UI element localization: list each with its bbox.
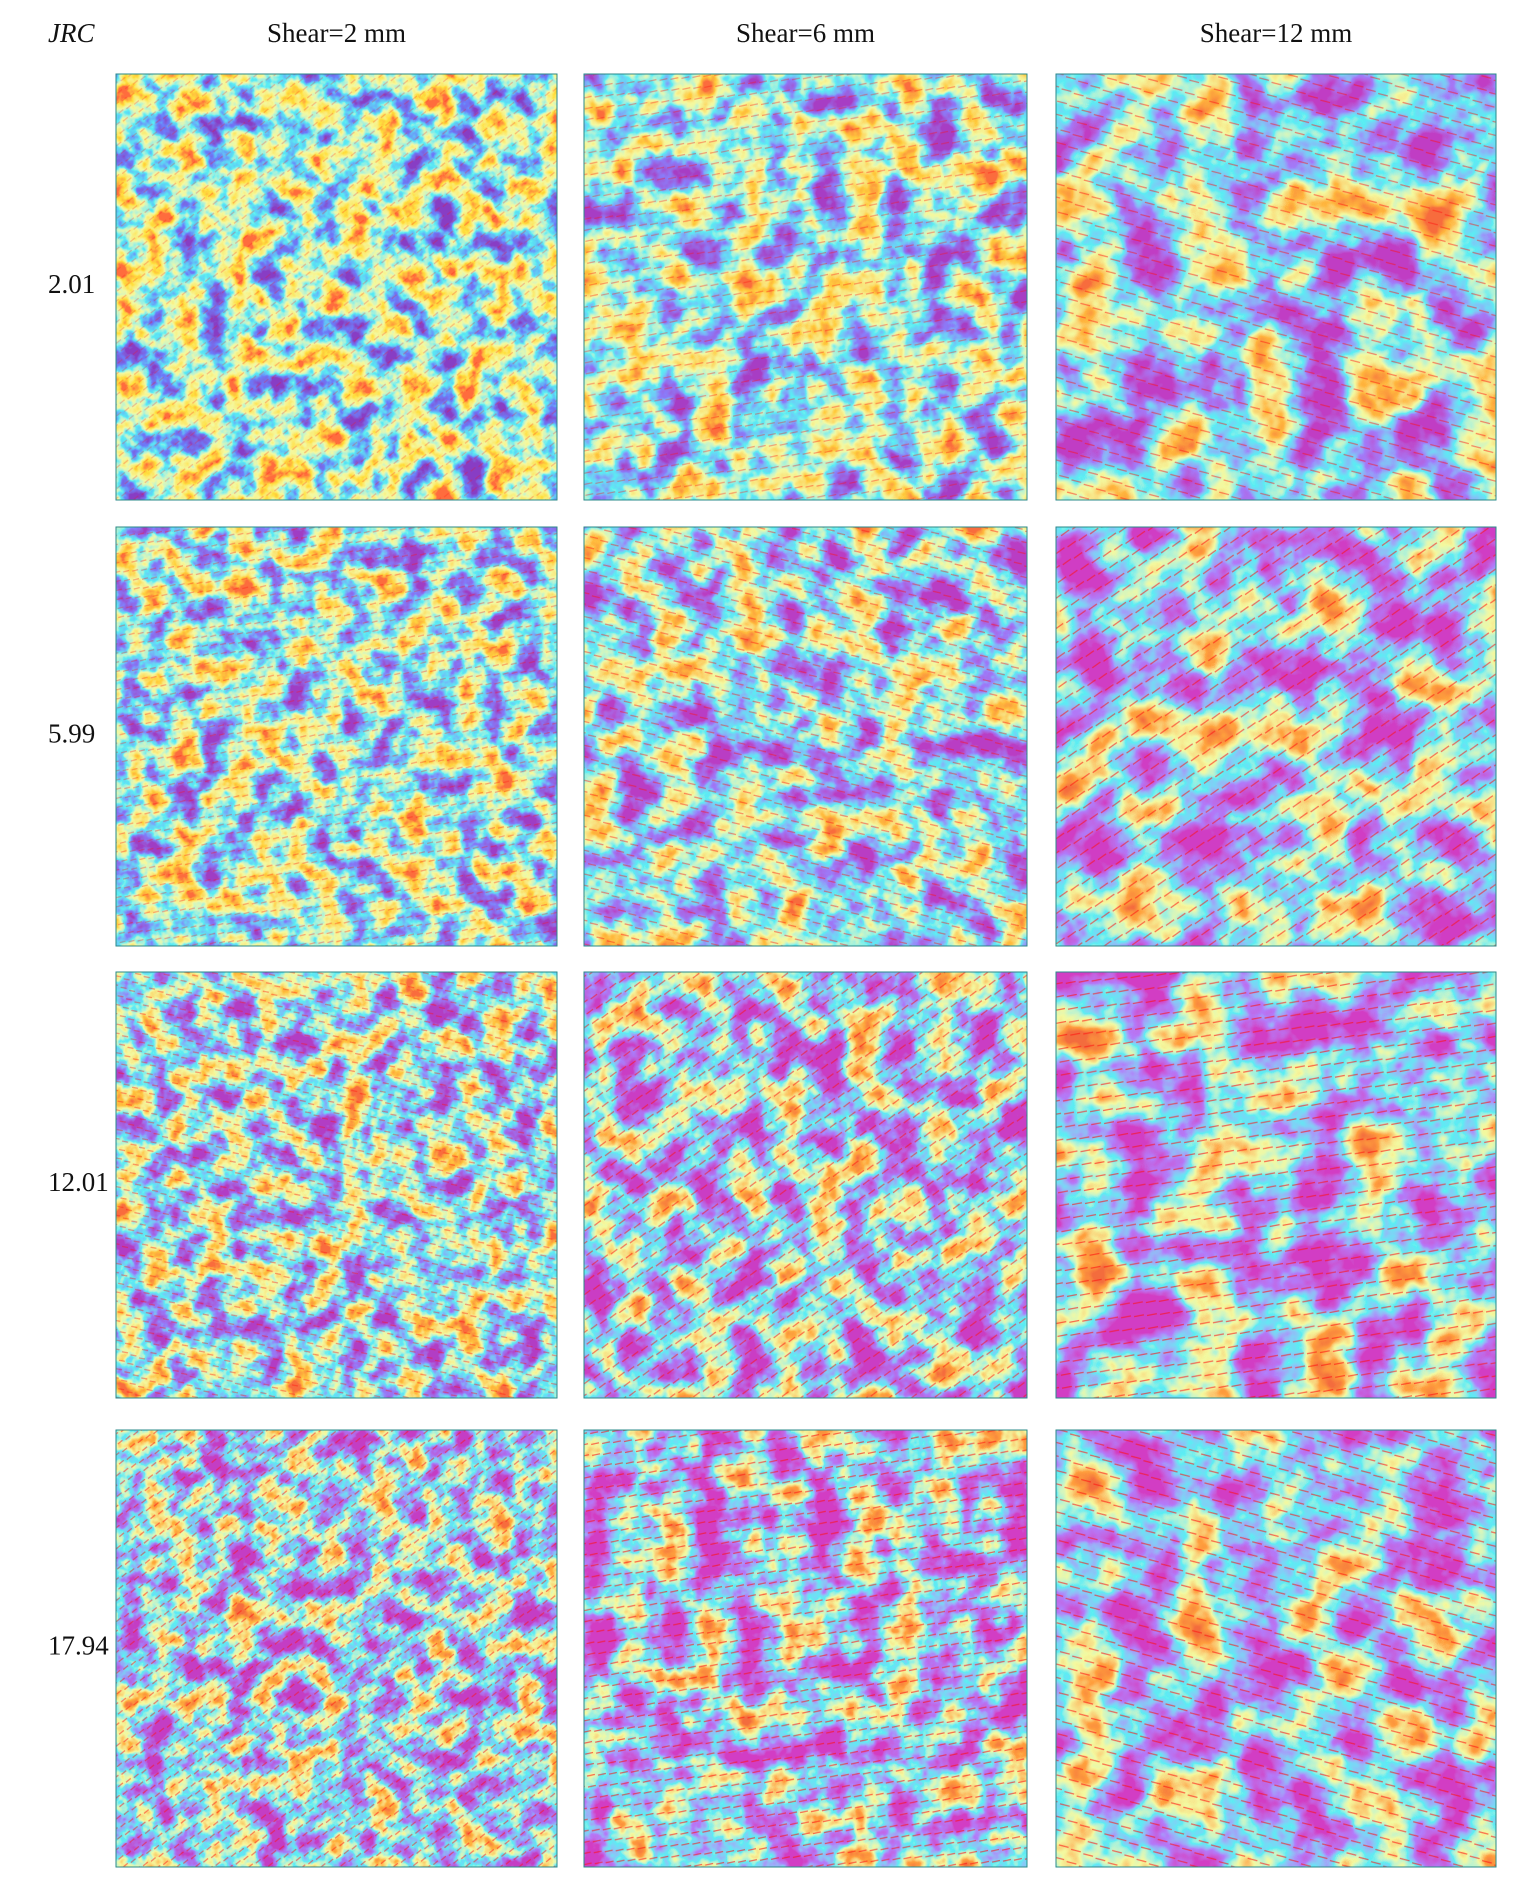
vector-overlay — [584, 74, 1027, 500]
panel-frame — [583, 73, 1028, 501]
vector-overlay — [584, 527, 1027, 946]
panel-frame — [1055, 971, 1497, 1399]
panel-frame — [115, 526, 558, 947]
vector-overlay — [116, 527, 557, 946]
row-label: 17.94 — [48, 1631, 109, 1661]
panel-frame — [1055, 526, 1497, 947]
corner-label: JRC — [48, 18, 95, 48]
vector-overlay — [584, 972, 1027, 1398]
panel-frame — [1055, 1429, 1497, 1868]
vector-overlay — [1056, 1430, 1496, 1867]
row-label: 5.99 — [48, 719, 95, 749]
vector-overlay — [116, 1430, 557, 1867]
column-header: Shear=12 mm — [1200, 18, 1352, 48]
vector-overlay — [116, 972, 557, 1398]
panel-frame — [583, 971, 1028, 1399]
panel-frame — [583, 1429, 1028, 1868]
vector-overlay — [1056, 74, 1496, 500]
vector-overlay — [584, 1430, 1027, 1867]
panel-frame — [115, 971, 558, 1399]
panel-frame — [115, 73, 558, 501]
row-label: 12.01 — [48, 1167, 109, 1197]
row-label: 2.01 — [48, 269, 95, 299]
panel-frame — [1055, 73, 1497, 501]
column-header: Shear=2 mm — [267, 18, 406, 48]
panel-frame — [583, 526, 1028, 947]
column-header: Shear=6 mm — [736, 18, 875, 48]
vector-overlay — [1056, 527, 1496, 946]
vector-overlay — [116, 74, 557, 500]
vector-overlay — [1056, 972, 1496, 1398]
panel-frame — [115, 1429, 558, 1868]
